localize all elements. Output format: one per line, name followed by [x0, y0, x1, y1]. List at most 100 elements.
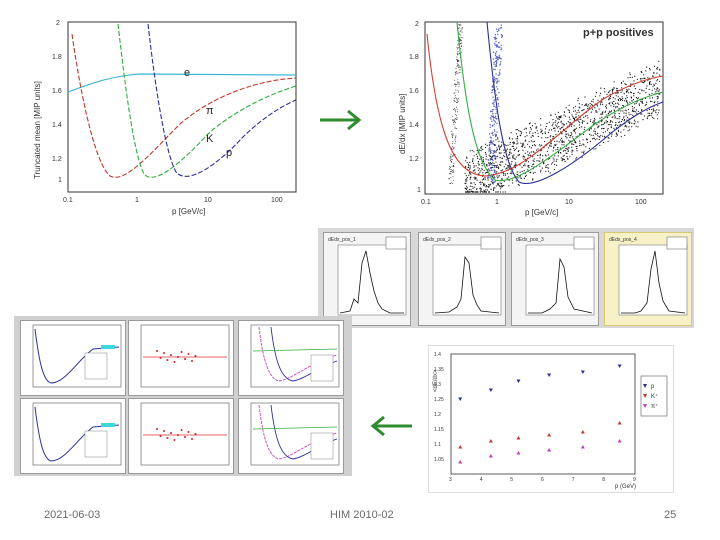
- scatter-point: [552, 122, 554, 124]
- scatter-point: [490, 137, 493, 139]
- scatter-point: [654, 101, 656, 103]
- scatter-point: [643, 77, 645, 79]
- scatter-point: [652, 110, 654, 112]
- fit-panel[interactable]: [238, 398, 344, 474]
- scatter-point: [489, 150, 491, 152]
- scatter-point: [618, 110, 620, 112]
- fit-panel[interactable]: [128, 320, 234, 396]
- scatter-point: [504, 173, 506, 175]
- scatter-point: [600, 134, 602, 136]
- scatter-point: [633, 93, 635, 95]
- scatter-point: [479, 191, 481, 193]
- scatter-point: [593, 117, 595, 120]
- scatter-point: [586, 122, 588, 124]
- plot3-xtick: 7: [572, 477, 575, 483]
- scatter-point: [593, 120, 595, 122]
- data-point-p: [617, 364, 622, 368]
- scatter-point: [455, 67, 457, 69]
- scatter-point: [617, 96, 619, 98]
- scatter-point: [545, 137, 547, 139]
- scatter-point: [574, 110, 577, 112]
- scatter-point: [595, 92, 597, 94]
- scatter-point: [601, 128, 603, 130]
- histogram-line: [528, 257, 593, 314]
- histogram-thumb[interactable]: dEdx_pos_2: [418, 232, 506, 326]
- scatter-point: [500, 61, 502, 63]
- scatter-point: [628, 112, 630, 114]
- scatter-point: [554, 121, 556, 123]
- scatter-point: [494, 42, 496, 44]
- scatter-point: [454, 128, 456, 130]
- scatter-point: [594, 128, 596, 130]
- scatter-point: [457, 100, 459, 102]
- scatter-point: [597, 126, 599, 128]
- scatter-point: [585, 104, 587, 107]
- histogram-thumb[interactable]: dEdx_pos_1: [323, 232, 411, 326]
- scatter-point: [495, 65, 498, 67]
- scatter-point: [622, 110, 624, 112]
- fit-panel[interactable]: [20, 398, 126, 474]
- scatter-point: [641, 99, 643, 101]
- fit-panel[interactable]: [20, 320, 126, 396]
- scatter-point: [555, 116, 558, 118]
- scatter-point: [514, 167, 516, 169]
- scatter-point: [608, 132, 611, 134]
- scatter-point: [480, 188, 483, 190]
- scatter-point: [611, 121, 614, 123]
- histogram-thumb[interactable]: dEdx_pos_3: [511, 232, 599, 326]
- scatter-point: [523, 158, 525, 160]
- scatter-point: [515, 129, 517, 131]
- scatter-point: [518, 154, 520, 156]
- scatter-point: [650, 115, 652, 117]
- scatter-point: [653, 109, 655, 111]
- scatter-point: [488, 163, 491, 165]
- scatter-point: [459, 72, 461, 73]
- scatter-point: [500, 164, 502, 166]
- scatter-point: [521, 166, 523, 168]
- scatter-point: [614, 124, 616, 127]
- scatter-point: [595, 109, 597, 112]
- plot3-ytick: 1.2: [434, 412, 441, 418]
- scatter-point: [613, 87, 615, 89]
- scatter-point: [610, 120, 612, 122]
- scatter-point: [488, 176, 490, 178]
- scatter-point: [651, 100, 653, 102]
- scatter-point: [460, 51, 462, 53]
- scatter-point: [511, 145, 513, 147]
- residual-point: [177, 434, 179, 436]
- scatter-point: [512, 143, 514, 145]
- scatter-point: [659, 74, 661, 76]
- scatter-point: [488, 191, 490, 193]
- scatter-point: [549, 139, 552, 141]
- histogram-thumb[interactable]: dEdx_pos_4: [604, 232, 692, 326]
- scatter-point: [630, 96, 632, 98]
- scatter-point: [592, 121, 594, 123]
- scatter-point: [540, 169, 542, 171]
- scatter-point: [556, 158, 558, 160]
- scatter-point: [454, 79, 456, 81]
- scatter-point: [599, 92, 602, 94]
- scatter-point: [632, 114, 634, 116]
- fit-panel[interactable]: [128, 398, 234, 474]
- scatter-point: [466, 185, 468, 187]
- scatter-point: [500, 47, 503, 49]
- scatter-point: [497, 155, 499, 157]
- scatter-point: [625, 98, 627, 100]
- scatter-point: [593, 137, 595, 139]
- scatter-point: [583, 128, 585, 130]
- fit-panel[interactable]: [238, 320, 344, 396]
- scatter-point: [575, 136, 577, 138]
- scatter-point: [641, 113, 643, 115]
- scatter-point: [516, 173, 518, 175]
- scatter-point: [513, 149, 515, 152]
- scatter-point: [569, 156, 571, 158]
- residual-point: [170, 432, 172, 434]
- scatter-point: [567, 150, 569, 152]
- scatter-point: [576, 145, 578, 147]
- scatter-point: [508, 185, 510, 187]
- scatter-point: [625, 115, 627, 117]
- scatter-point: [454, 114, 456, 116]
- scatter-point: [493, 188, 495, 190]
- scatter-point: [517, 154, 519, 156]
- scatter-point: [545, 126, 547, 128]
